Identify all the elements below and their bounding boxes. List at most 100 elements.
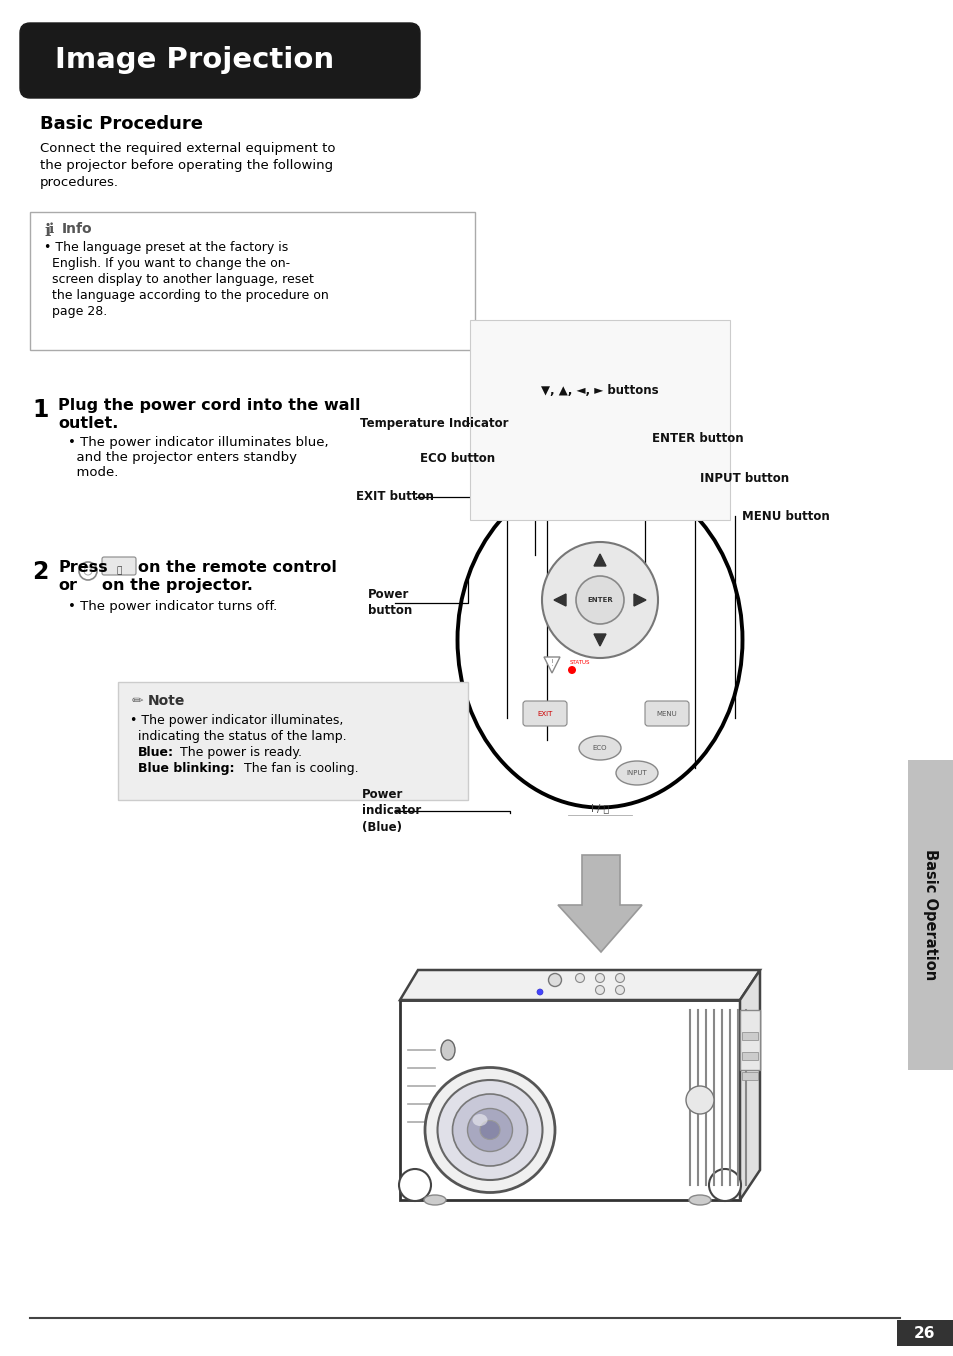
Ellipse shape (440, 1040, 455, 1060)
Circle shape (615, 974, 624, 983)
Bar (741, 1073, 758, 1079)
Bar (741, 1032, 758, 1040)
Text: Basic Procedure: Basic Procedure (40, 115, 203, 133)
Text: on the projector.: on the projector. (102, 578, 253, 593)
Text: Blue:: Blue: (138, 746, 173, 759)
Text: and the projector enters standby: and the projector enters standby (68, 452, 296, 464)
Text: 26: 26 (913, 1326, 935, 1341)
Polygon shape (634, 594, 645, 606)
Text: the language according to the procedure on: the language according to the procedure … (44, 289, 329, 302)
Text: INPUT: INPUT (626, 770, 647, 776)
Text: mode.: mode. (68, 466, 118, 479)
Polygon shape (399, 999, 740, 1200)
Circle shape (575, 974, 584, 983)
Ellipse shape (437, 1079, 542, 1180)
FancyBboxPatch shape (118, 682, 468, 800)
Polygon shape (554, 594, 565, 606)
FancyBboxPatch shape (102, 557, 136, 575)
Text: page 28.: page 28. (44, 305, 107, 319)
Polygon shape (740, 970, 760, 1200)
Text: Info: Info (62, 222, 92, 236)
Ellipse shape (688, 1195, 710, 1205)
FancyBboxPatch shape (522, 701, 566, 725)
Circle shape (708, 1169, 740, 1201)
Text: Connect the required external equipment to: Connect the required external equipment … (40, 142, 335, 155)
Text: indicator: indicator (361, 804, 421, 818)
Circle shape (615, 986, 624, 994)
Text: (Blue): (Blue) (361, 820, 401, 834)
Text: 2: 2 (32, 560, 49, 584)
Polygon shape (399, 970, 760, 999)
Ellipse shape (616, 761, 658, 785)
Text: ℹ: ℹ (44, 222, 51, 240)
Text: Power: Power (361, 788, 403, 801)
Text: ⏻: ⏻ (116, 565, 122, 575)
Text: EXIT button: EXIT button (355, 491, 434, 503)
Bar (740, 1010, 760, 1070)
Text: I / ⏻: I / ⏻ (590, 803, 608, 814)
Text: Note: Note (148, 694, 185, 708)
Bar (896, 1319, 953, 1347)
Polygon shape (543, 658, 559, 673)
Text: ℹ: ℹ (48, 222, 53, 236)
Circle shape (567, 666, 576, 674)
Ellipse shape (424, 1067, 555, 1192)
Text: or: or (58, 578, 77, 593)
Text: Image Projection: Image Projection (55, 46, 334, 75)
Text: 1: 1 (32, 399, 49, 422)
Circle shape (576, 576, 623, 624)
Text: English. If you want to change the on-: English. If you want to change the on- (44, 258, 290, 270)
Polygon shape (558, 856, 641, 952)
Text: button: button (368, 605, 412, 617)
Text: STATUS: STATUS (569, 660, 590, 666)
Text: indicating the status of the lamp.: indicating the status of the lamp. (130, 730, 346, 743)
Ellipse shape (452, 1094, 527, 1166)
Text: on the remote control: on the remote control (138, 560, 336, 575)
Text: Temperature Indicator: Temperature Indicator (359, 416, 508, 430)
Text: INPUT button: INPUT button (700, 472, 788, 484)
Ellipse shape (472, 1115, 487, 1125)
Text: ECO: ECO (592, 744, 607, 751)
Text: The fan is cooling.: The fan is cooling. (240, 762, 358, 776)
Text: ▼, ▲, ◄, ► buttons: ▼, ▲, ◄, ► buttons (540, 384, 659, 396)
Polygon shape (594, 635, 605, 645)
Text: screen display to another language, reset: screen display to another language, rese… (44, 273, 314, 286)
Text: MENU: MENU (656, 711, 677, 717)
Circle shape (595, 974, 604, 983)
Circle shape (541, 542, 658, 658)
Bar (741, 1052, 758, 1060)
Text: the projector before operating the following: the projector before operating the follo… (40, 159, 333, 172)
Text: Plug the power cord into the wall: Plug the power cord into the wall (58, 399, 360, 414)
Circle shape (537, 989, 542, 995)
Bar (470, 320, 729, 519)
Text: EXIT: EXIT (537, 711, 552, 717)
FancyBboxPatch shape (30, 212, 475, 350)
Ellipse shape (457, 472, 741, 808)
Bar (907, 759, 953, 1070)
Text: outlet.: outlet. (58, 416, 118, 431)
Text: • The power indicator illuminates,: • The power indicator illuminates, (130, 715, 343, 727)
Text: ENTER button: ENTER button (651, 431, 742, 445)
Circle shape (548, 974, 561, 987)
Ellipse shape (578, 736, 620, 759)
Ellipse shape (423, 1195, 446, 1205)
Text: ENTER: ENTER (586, 597, 612, 603)
Text: • The power indicator turns off.: • The power indicator turns off. (68, 599, 277, 613)
Circle shape (595, 986, 604, 994)
Polygon shape (594, 555, 605, 565)
FancyBboxPatch shape (20, 23, 419, 98)
Text: Press: Press (58, 560, 108, 575)
Text: • The power indicator illuminates blue,: • The power indicator illuminates blue, (68, 437, 328, 449)
Text: Basic Operation: Basic Operation (923, 849, 938, 980)
Ellipse shape (479, 1120, 499, 1139)
Text: procedures.: procedures. (40, 176, 119, 188)
Text: !: ! (550, 659, 553, 669)
FancyBboxPatch shape (644, 701, 688, 725)
Circle shape (398, 1169, 431, 1201)
Text: • The language preset at the factory is: • The language preset at the factory is (44, 241, 288, 254)
Text: The power is ready.: The power is ready. (175, 746, 302, 759)
Circle shape (685, 1086, 713, 1115)
Text: MENU button: MENU button (741, 510, 829, 522)
Text: Power: Power (368, 589, 409, 602)
Text: ✏: ✏ (132, 694, 144, 708)
